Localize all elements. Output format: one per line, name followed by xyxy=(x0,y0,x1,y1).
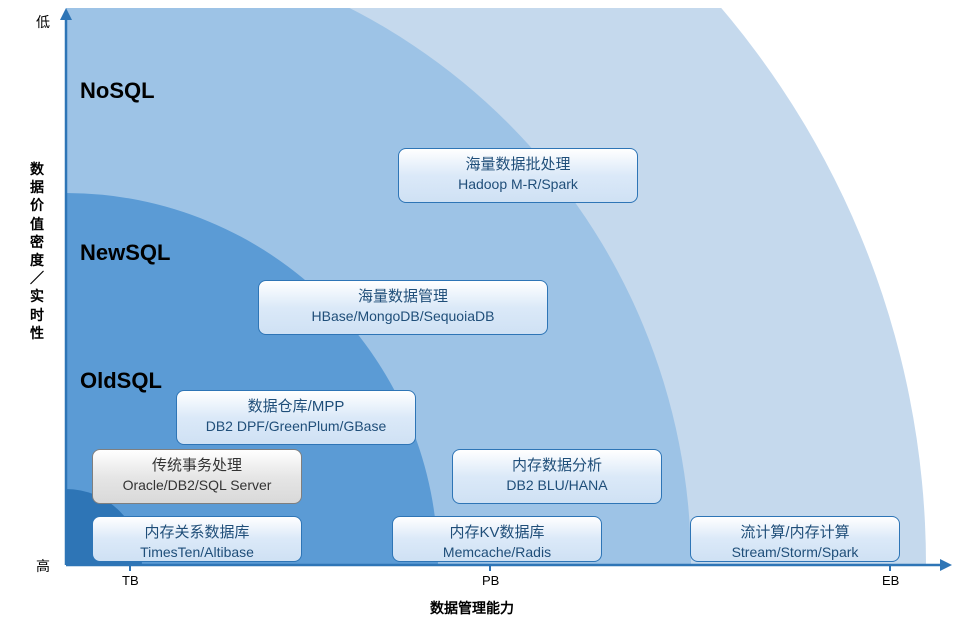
y-title-char: 密 xyxy=(28,233,46,251)
tech-box-subtitle: DB2 BLU/HANA xyxy=(463,476,651,494)
y-axis-high-label: 高 xyxy=(36,556,50,576)
tech-box-title: 海量数据批处理 xyxy=(409,155,627,175)
diagram-canvas: 低 高 数据价值密度／实时性 TB PB EB 数据管理能力 NoSQL NewSQL… xyxy=(0,0,954,625)
region-label: NoSQL xyxy=(80,78,155,104)
x-tick-label: TB xyxy=(122,573,139,588)
tech-box-title: 海量数据管理 xyxy=(269,287,537,307)
y-title-char: 数 xyxy=(28,160,46,178)
x-tick-label: EB xyxy=(882,573,899,588)
tech-box: 流计算/内存计算Stream/Storm/Spark xyxy=(690,516,900,562)
tech-box-subtitle: DB2 DPF/GreenPlum/GBase xyxy=(187,417,405,435)
x-axis-title: 数据管理能力 xyxy=(430,598,514,618)
tech-box-title: 数据仓库/MPP xyxy=(187,397,405,417)
y-title-char: ／ xyxy=(28,269,46,287)
tech-box-subtitle: Memcache/Radis xyxy=(403,543,591,561)
tech-box-title: 内存KV数据库 xyxy=(403,523,591,543)
tech-box-title: 内存关系数据库 xyxy=(103,523,291,543)
tech-box-title: 内存数据分析 xyxy=(463,456,651,476)
y-title-char: 价 xyxy=(28,196,46,214)
x-axis-arrow xyxy=(940,559,952,571)
tech-box: 海量数据批处理Hadoop M-R/Spark xyxy=(398,148,638,203)
tech-box-subtitle: Stream/Storm/Spark xyxy=(701,543,889,561)
y-title-char: 值 xyxy=(28,215,46,233)
region-label: NewSQL xyxy=(80,240,170,266)
y-axis-low-label: 低 xyxy=(36,12,50,32)
region-label: OldSQL xyxy=(80,368,162,394)
tech-box: 传统事务处理Oracle/DB2/SQL Server xyxy=(92,449,302,504)
tech-box-subtitle: HBase/MongoDB/SequoiaDB xyxy=(269,307,537,325)
tech-box-subtitle: Hadoop M-R/Spark xyxy=(409,175,627,193)
tech-box: 内存数据分析DB2 BLU/HANA xyxy=(452,449,662,504)
y-title-char: 度 xyxy=(28,251,46,269)
tech-box: 数据仓库/MPPDB2 DPF/GreenPlum/GBase xyxy=(176,390,416,445)
tech-box-subtitle: TimesTen/Altibase xyxy=(103,543,291,561)
y-title-char: 性 xyxy=(28,324,46,342)
y-title-char: 据 xyxy=(28,178,46,196)
tech-box-title: 传统事务处理 xyxy=(103,456,291,476)
y-title-char: 实 xyxy=(28,287,46,305)
tech-box: 内存关系数据库TimesTen/Altibase xyxy=(92,516,302,562)
y-axis-title: 数据价值密度／实时性 xyxy=(28,160,46,342)
y-title-char: 时 xyxy=(28,306,46,324)
x-tick-label: PB xyxy=(482,573,499,588)
tech-box-title: 流计算/内存计算 xyxy=(701,523,889,543)
tech-box-subtitle: Oracle/DB2/SQL Server xyxy=(103,476,291,494)
tech-box: 海量数据管理HBase/MongoDB/SequoiaDB xyxy=(258,280,548,335)
tech-box: 内存KV数据库Memcache/Radis xyxy=(392,516,602,562)
